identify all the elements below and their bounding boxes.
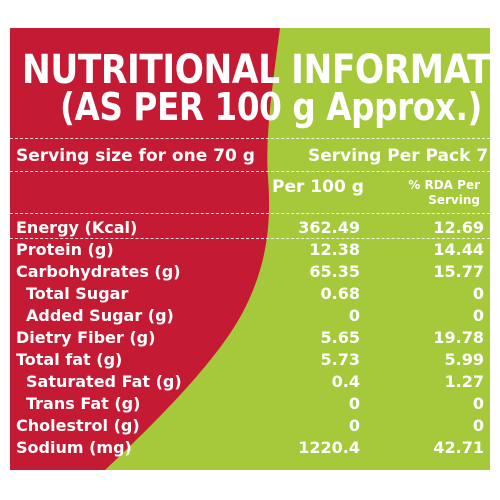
nutrient-per100: 65.35 [309, 262, 360, 281]
nutrient-row: Cholestrol (g) 0 0 [10, 416, 490, 438]
nutrient-label: Protein (g) [16, 240, 114, 259]
servings-per-pack-label: Serving Per Pack 7 [308, 146, 489, 166]
nutrient-row: Dietry Fiber (g) 5.65 19.78 [10, 328, 490, 350]
serving-size-label: Serving size for one 70 g [16, 146, 255, 166]
nutrient-per100: 362.49 [298, 218, 360, 237]
nutrient-per100: 0 [348, 306, 360, 325]
nutrient-rda: 0 [472, 284, 484, 303]
nutrient-row: Sodium (mg) 1220.4 42.71 [10, 438, 490, 460]
nutrient-per100: 12.38 [309, 240, 360, 259]
nutrient-per100: 0.4 [331, 372, 360, 391]
nutrient-label: Saturated Fat (g) [26, 372, 182, 391]
nutrient-row: Carbohydrates (g) 65.35 15.77 [10, 262, 490, 284]
nutrient-row: Protein (g) 12.38 14.44 [10, 240, 490, 262]
nutrient-rda: 0 [472, 416, 484, 435]
divider-columns [10, 213, 490, 214]
nutrient-per100: 0.68 [320, 284, 360, 303]
nutrient-rda: 14.44 [433, 240, 484, 259]
nutrient-row: Total fat (g) 5.73 5.99 [10, 350, 490, 372]
nutrient-rda: 5.99 [444, 350, 484, 369]
nutrient-per100: 1220.4 [298, 438, 360, 457]
nutrient-label: Cholestrol (g) [16, 416, 140, 435]
rda-column-header: % RDA Per Serving [402, 178, 480, 208]
nutrition-panel: NUTRITIONAL INFORMATION (AS PER 100 g Ap… [10, 28, 490, 470]
row-divider [10, 238, 490, 239]
nutrient-label: Carbohydrates (g) [16, 262, 181, 281]
nutrient-per100: 5.65 [320, 328, 360, 347]
nutrient-per100: 0 [348, 416, 360, 435]
title-line-1: NUTRITIONAL INFORMATION [22, 47, 490, 93]
nutrient-rda: 12.69 [433, 218, 484, 237]
nutrient-rda: 19.78 [433, 328, 484, 347]
nutrient-label: Trans Fat (g) [26, 394, 141, 413]
nutrient-label: Dietry Fiber (g) [16, 328, 156, 347]
divider-top [10, 138, 490, 139]
nutrient-label: Energy (Kcal) [16, 218, 138, 237]
nutrient-per100: 0 [348, 394, 360, 413]
nutrient-row: Added Sugar (g) 0 0 [10, 306, 490, 328]
divider-header [10, 171, 490, 172]
nutrient-row: Total Sugar 0.68 0 [10, 284, 490, 306]
nutrient-rda: 0 [472, 394, 484, 413]
nutrient-rda: 1.27 [444, 372, 484, 391]
rda-header-line-2: Serving [428, 193, 480, 207]
per-100g-column-header: Per 100 g [272, 177, 364, 197]
nutrient-label: Sodium (mg) [16, 438, 132, 457]
title-line-2: (AS PER 100 g Approx.) [60, 85, 482, 129]
nutrient-label: Added Sugar (g) [26, 306, 174, 325]
nutrient-row: Energy (Kcal) 362.49 12.69 [10, 218, 490, 240]
nutrient-rda: 0 [472, 306, 484, 325]
nutrient-label: Total Sugar [26, 284, 129, 303]
nutrient-rda: 42.71 [433, 438, 484, 457]
nutrient-label: Total fat (g) [16, 350, 123, 369]
rda-header-line-1: % RDA Per [408, 178, 480, 192]
nutrient-row: Trans Fat (g) 0 0 [10, 394, 490, 416]
nutrient-per100: 5.73 [320, 350, 360, 369]
nutrient-rda: 15.77 [433, 262, 484, 281]
nutrient-row: Saturated Fat (g) 0.4 1.27 [10, 372, 490, 394]
